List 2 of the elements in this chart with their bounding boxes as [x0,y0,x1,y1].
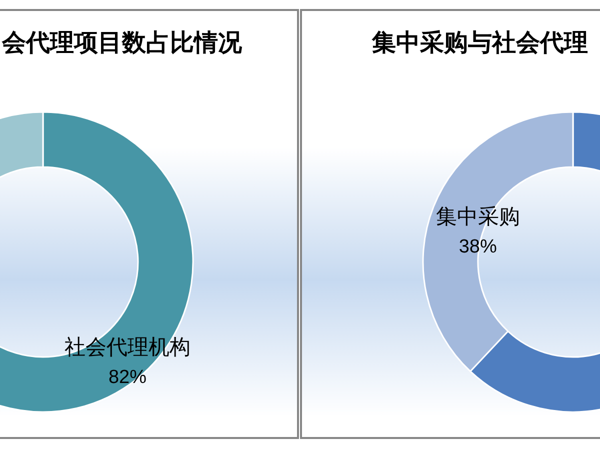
title: 会代理项目数占比情况 [2,30,242,56]
title: 集中采购与社会代理 [372,30,588,56]
